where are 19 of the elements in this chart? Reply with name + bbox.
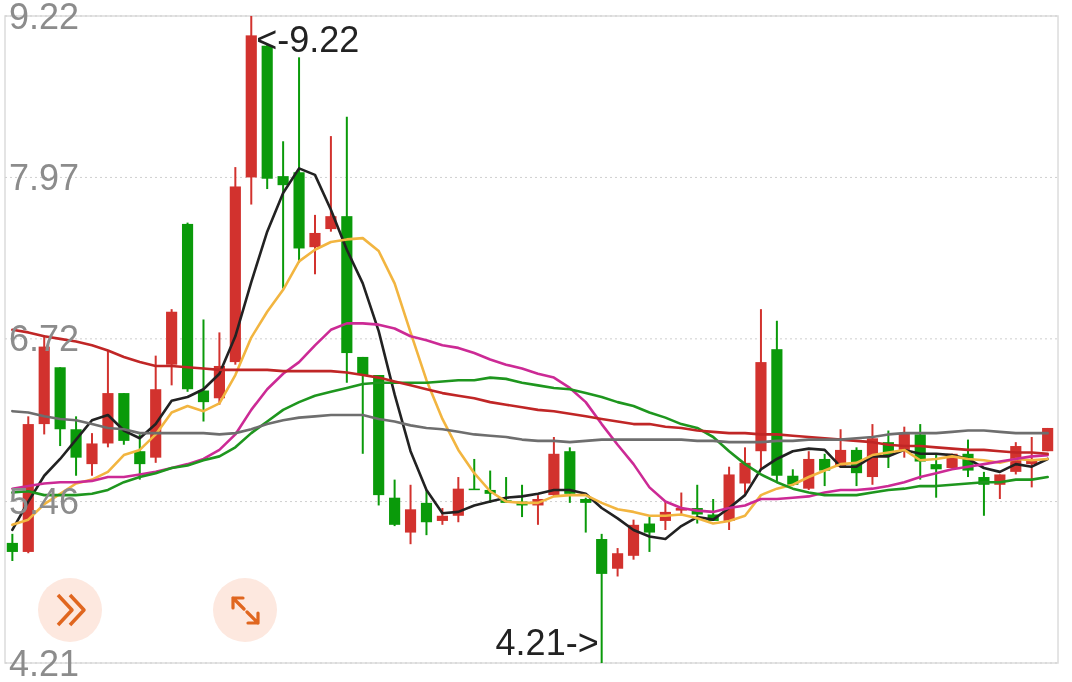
y-tick-label: 4.21 xyxy=(9,642,80,682)
y-tick-label: 9.22 xyxy=(9,0,80,37)
candlestick xyxy=(6,532,18,562)
candlestick xyxy=(612,547,624,578)
candlestick xyxy=(739,446,751,495)
candlestick xyxy=(357,355,369,455)
annotation: 4.21-> xyxy=(495,622,599,663)
candlestick xyxy=(404,483,417,546)
candlestick xyxy=(277,140,289,290)
candlestick xyxy=(580,496,592,534)
candlestick xyxy=(86,432,98,477)
candlestick xyxy=(930,452,942,499)
line-series xyxy=(11,322,1049,514)
candlestick xyxy=(643,516,656,553)
candlestick xyxy=(134,433,146,481)
candlestick xyxy=(309,213,321,276)
candlestick xyxy=(420,488,433,537)
annotation: <-9.22 xyxy=(256,19,360,60)
y-tick-label: 7.97 xyxy=(9,157,80,199)
